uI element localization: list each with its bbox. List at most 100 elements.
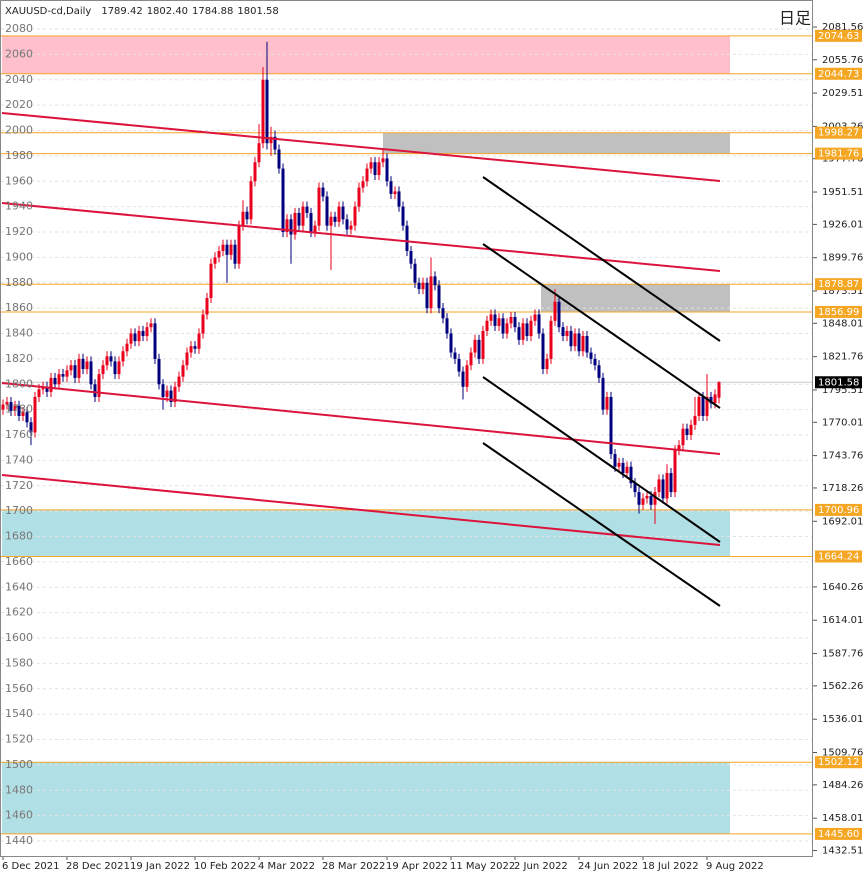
candle-body <box>529 320 533 337</box>
x-tick-label: 19 Jan 2022 <box>130 861 190 872</box>
y-tick-label: 1480 <box>5 783 33 796</box>
candle-body <box>677 445 681 451</box>
candle-body <box>245 211 249 220</box>
candle-body <box>669 473 673 493</box>
candle-body <box>313 225 317 233</box>
x-tick-label: 28 Dec 2021 <box>66 861 130 872</box>
price-label-box <box>815 376 862 389</box>
candle-body <box>53 377 57 385</box>
candle-body <box>705 396 709 416</box>
y-tick-label: 1900 <box>5 250 33 263</box>
candle-body <box>141 330 145 337</box>
candle-body <box>385 158 389 182</box>
candle-body <box>553 301 557 321</box>
trend-line <box>1 474 721 546</box>
y2-tick-label: 1718.26 <box>822 483 863 494</box>
candle-body <box>581 336 585 352</box>
candle-body <box>205 297 209 315</box>
candle-body <box>29 422 33 433</box>
y2-tick-label: 1509.76 <box>822 748 863 759</box>
x-tick-label: 2 Jun 2022 <box>514 861 568 872</box>
level-label: 1856.99 <box>818 307 859 318</box>
candle-body <box>121 351 125 362</box>
candle-body <box>221 244 225 252</box>
candle-body <box>321 187 325 197</box>
candle-body <box>433 276 437 286</box>
candle-body <box>213 257 217 264</box>
candle-body <box>201 314 205 334</box>
candle-body <box>497 318 501 326</box>
candle-body <box>13 405 17 411</box>
candle-body <box>309 212 313 233</box>
y2-tick-label: 1614.01 <box>822 615 863 626</box>
candle-body <box>709 396 713 404</box>
candle-body <box>137 330 141 342</box>
candle-body <box>505 323 509 334</box>
candle-body <box>509 317 513 324</box>
candle-body <box>537 314 541 334</box>
y-tick-label: 2060 <box>5 47 33 60</box>
candle-body <box>541 333 545 370</box>
y2-tick-label: 1926.01 <box>822 219 863 230</box>
y2-tick-label: 1795.51 <box>822 385 863 396</box>
candle-body <box>469 352 473 366</box>
y-tick-label: 1860 <box>5 301 33 314</box>
candle-body <box>241 211 245 226</box>
level-label-box <box>815 67 862 80</box>
x-tick-label: 6 Dec 2021 <box>2 861 60 872</box>
candle-body <box>21 412 25 416</box>
y-tick-label: 1600 <box>5 631 33 644</box>
candle-body <box>285 219 289 233</box>
candle-body <box>41 386 45 390</box>
y-tick-label: 1560 <box>5 682 33 695</box>
candle-body <box>377 162 381 175</box>
candle-body <box>693 415 697 425</box>
y2-tick-label: 1821.76 <box>822 352 863 363</box>
candle-body <box>489 314 493 321</box>
candle-body <box>193 346 197 349</box>
candle-body <box>169 390 173 403</box>
candles <box>1 41 721 524</box>
y2-tick-label: 1536.01 <box>822 714 863 725</box>
candle-body <box>165 390 169 397</box>
candle-body <box>601 377 605 410</box>
y2-tick-label: 1587.76 <box>822 649 863 660</box>
level-label: 1700.96 <box>818 505 859 516</box>
candle-body <box>573 333 577 347</box>
channel-line <box>482 243 721 409</box>
y-tick-label: 1980 <box>5 149 33 162</box>
trend-line <box>1 202 721 272</box>
candle-body <box>381 158 385 163</box>
candle-body <box>421 282 425 290</box>
level-label-box <box>815 278 862 291</box>
y-tick-label: 1940 <box>5 200 33 213</box>
candle-body <box>49 377 53 392</box>
candle-body <box>373 162 377 175</box>
candle-body <box>341 206 345 220</box>
y-tick-label: 1820 <box>5 352 33 365</box>
level-label: 1445.60 <box>818 829 859 840</box>
candle-body <box>609 396 613 455</box>
high-price: 1802.40 <box>147 6 188 17</box>
candle-body <box>697 396 701 416</box>
y2-tick-label: 1484.26 <box>822 780 863 791</box>
candle-body <box>77 358 81 378</box>
level-label-box <box>815 827 862 840</box>
candle-body <box>593 358 597 366</box>
y-tick-label: 1740 <box>5 453 33 466</box>
candle-body <box>493 314 497 326</box>
candle-body <box>117 361 121 375</box>
level-label-box <box>815 305 862 318</box>
candle-body <box>629 466 633 484</box>
y2-tick-label: 1848.01 <box>822 318 863 329</box>
channel-line <box>482 376 721 543</box>
candle-body <box>653 492 657 505</box>
candle-body <box>425 282 429 309</box>
candle-body <box>645 495 649 499</box>
candle-body <box>661 479 665 499</box>
y-tick-label: 1580 <box>5 656 33 669</box>
candle-body <box>229 244 233 255</box>
zone <box>2 509 730 557</box>
price-label: 1801.58 <box>818 377 859 388</box>
